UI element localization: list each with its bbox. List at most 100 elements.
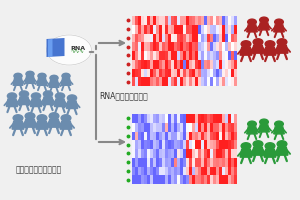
Bar	[132, 149, 135, 158]
Bar	[213, 77, 216, 86]
Bar	[186, 51, 189, 60]
Bar	[180, 140, 183, 149]
Bar	[132, 140, 135, 149]
Bar	[150, 114, 153, 123]
Bar	[156, 149, 159, 158]
Bar	[195, 158, 198, 166]
Bar	[144, 123, 147, 132]
Bar	[138, 69, 141, 77]
Bar	[150, 77, 153, 86]
Bar	[165, 69, 168, 77]
Bar	[204, 25, 207, 34]
Circle shape	[37, 115, 47, 121]
Bar	[216, 16, 219, 25]
Circle shape	[8, 93, 16, 99]
Bar	[132, 175, 135, 184]
Bar	[174, 16, 177, 25]
Bar	[144, 60, 147, 68]
Bar	[201, 175, 204, 184]
Circle shape	[265, 143, 275, 149]
Bar	[177, 140, 180, 149]
Polygon shape	[18, 97, 30, 105]
Bar	[231, 77, 234, 86]
Bar	[198, 140, 201, 149]
Bar	[135, 175, 138, 184]
Bar	[234, 166, 237, 175]
Bar	[135, 123, 138, 132]
Bar	[132, 114, 135, 123]
Bar	[135, 33, 138, 42]
Bar	[180, 33, 183, 42]
Bar	[210, 114, 213, 123]
Bar	[165, 51, 168, 60]
Bar	[228, 77, 231, 86]
Bar	[168, 149, 171, 158]
Bar	[141, 69, 144, 77]
Bar	[174, 51, 177, 60]
Bar	[231, 33, 234, 42]
Bar	[159, 166, 162, 175]
Bar	[201, 33, 204, 42]
Bar	[213, 123, 216, 132]
Bar	[234, 69, 237, 77]
Bar	[144, 16, 147, 25]
Bar	[207, 158, 210, 166]
Bar	[225, 114, 228, 123]
Bar	[147, 42, 150, 51]
Bar	[177, 51, 180, 60]
Bar	[192, 69, 195, 77]
Bar	[198, 166, 201, 175]
Bar	[168, 114, 171, 123]
Bar	[138, 123, 141, 132]
Bar	[156, 42, 159, 51]
Bar	[225, 42, 228, 51]
Bar	[177, 60, 180, 68]
Bar	[204, 51, 207, 60]
Bar	[168, 16, 171, 25]
Bar	[171, 123, 174, 132]
Bar	[159, 33, 162, 42]
Circle shape	[61, 115, 71, 121]
Bar	[174, 175, 177, 184]
Bar	[183, 77, 186, 86]
Bar	[177, 42, 180, 51]
Bar	[174, 149, 177, 158]
Bar	[204, 69, 207, 77]
Bar	[165, 140, 168, 149]
Bar	[156, 33, 159, 42]
Polygon shape	[36, 121, 48, 129]
Bar	[201, 132, 204, 140]
Bar	[135, 140, 138, 149]
Bar	[231, 149, 234, 158]
Bar	[138, 25, 141, 34]
Bar	[192, 42, 195, 51]
Bar	[186, 166, 189, 175]
Bar	[138, 33, 141, 42]
Bar	[165, 132, 168, 140]
Circle shape	[253, 39, 263, 45]
Bar	[132, 25, 135, 34]
Bar	[159, 175, 162, 184]
Bar	[219, 158, 222, 166]
Bar	[228, 158, 231, 166]
Bar	[207, 114, 210, 123]
Bar	[159, 69, 162, 77]
Bar	[225, 149, 228, 158]
Bar	[189, 60, 192, 68]
Bar	[144, 140, 147, 149]
Circle shape	[68, 95, 76, 101]
Bar	[147, 158, 150, 166]
Bar	[234, 16, 237, 25]
Bar	[138, 149, 141, 158]
Text: さまざまな肌状態の人: さまざまな肌状態の人	[16, 166, 62, 174]
Bar	[222, 69, 225, 77]
Polygon shape	[12, 121, 24, 129]
Bar	[153, 175, 156, 184]
Bar	[150, 25, 153, 34]
Bar	[189, 140, 192, 149]
Bar	[138, 51, 141, 60]
Bar	[219, 33, 222, 42]
Bar	[201, 69, 204, 77]
Bar	[213, 51, 216, 60]
Bar	[153, 16, 156, 25]
